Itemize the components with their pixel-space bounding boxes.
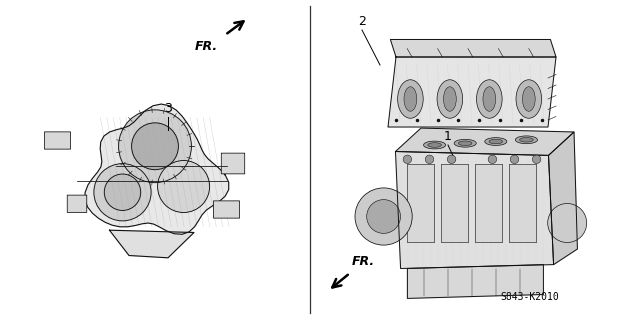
Ellipse shape [454,139,476,147]
FancyBboxPatch shape [509,165,536,242]
Text: S843-K2010: S843-K2010 [500,292,559,302]
Circle shape [367,200,401,234]
Polygon shape [388,57,556,127]
Polygon shape [408,264,543,298]
Circle shape [104,174,141,211]
Polygon shape [396,128,574,155]
FancyBboxPatch shape [214,201,239,218]
Ellipse shape [515,136,538,144]
Circle shape [132,123,179,170]
Ellipse shape [484,137,507,145]
Circle shape [548,204,587,242]
Circle shape [94,164,151,221]
FancyBboxPatch shape [476,165,502,242]
Ellipse shape [397,80,423,118]
Circle shape [425,155,434,164]
Ellipse shape [522,87,535,111]
Circle shape [403,155,412,164]
Circle shape [532,155,541,164]
Circle shape [488,155,497,164]
Circle shape [355,188,412,245]
Circle shape [118,110,191,183]
Polygon shape [396,152,554,269]
Ellipse shape [404,87,417,111]
Ellipse shape [477,80,502,118]
Circle shape [510,155,519,164]
Text: 3: 3 [164,102,172,115]
Polygon shape [109,230,194,258]
Ellipse shape [424,141,445,149]
Ellipse shape [520,137,533,142]
FancyBboxPatch shape [408,165,435,242]
FancyBboxPatch shape [442,165,468,242]
Ellipse shape [489,139,502,144]
Circle shape [157,160,210,212]
Ellipse shape [458,141,472,145]
Ellipse shape [437,80,463,118]
FancyBboxPatch shape [67,195,87,212]
Circle shape [447,155,456,164]
FancyBboxPatch shape [221,153,244,174]
Text: FR.: FR. [195,40,218,53]
Ellipse shape [516,80,541,118]
Ellipse shape [428,143,442,147]
Text: 2: 2 [358,15,366,28]
Polygon shape [548,132,577,264]
Polygon shape [390,40,556,57]
Ellipse shape [444,87,456,111]
FancyBboxPatch shape [45,132,70,149]
Text: 1: 1 [444,130,452,143]
Text: FR.: FR. [352,255,375,268]
Polygon shape [85,104,228,234]
Ellipse shape [483,87,496,111]
